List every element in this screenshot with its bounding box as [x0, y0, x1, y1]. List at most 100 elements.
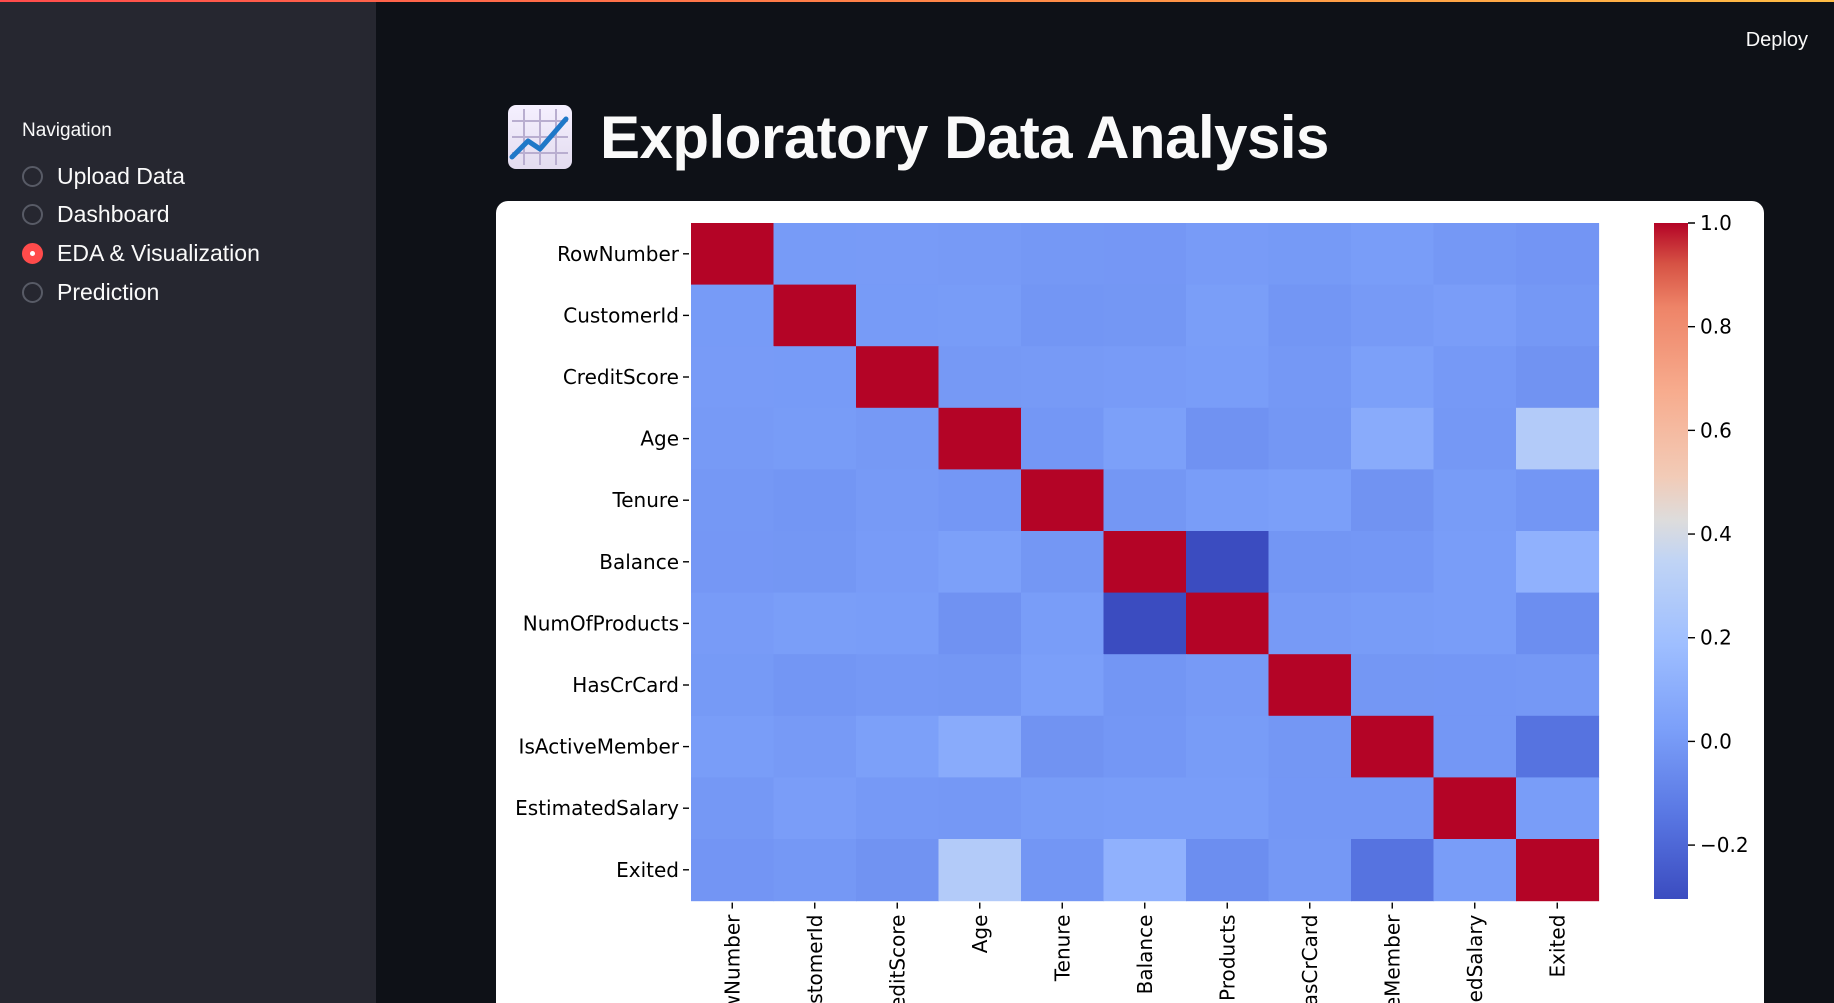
nav-radio-prediction[interactable]: Prediction [22, 277, 159, 307]
colorbar-tick-label: 0.6 [1700, 418, 1732, 442]
row-label: CustomerId [563, 303, 679, 327]
radio-circle-icon[interactable] [22, 165, 43, 187]
heatmap-cell [773, 531, 857, 594]
heatmap-cell [1186, 223, 1270, 286]
row-label: Exited [616, 858, 679, 882]
heatmap-cell [1268, 531, 1352, 594]
colorbar [1654, 223, 1688, 899]
heatmap-cell [1351, 284, 1435, 347]
nav-radio-upload-data[interactable]: Upload Data [22, 161, 185, 191]
column-labels: wNumber stomerId editScore Age Tenure Balance… [720, 902, 1569, 1003]
heatmap-cell [1516, 407, 1600, 470]
heatmap-cell [773, 284, 857, 347]
heatmap-cell [1103, 839, 1187, 902]
heatmap-cell [1516, 531, 1600, 594]
top-decoration-bar [0, 0, 1834, 2]
heatmap-cell [1516, 469, 1600, 532]
heatmap-cell [691, 654, 775, 717]
heatmap-cell [856, 469, 940, 532]
heatmap-cell [1021, 715, 1105, 778]
colorbar-ticks: 1.0 0.8 0.6 0.4 0.2 0.0 −0.2 [1688, 211, 1749, 857]
heatmap-cell [691, 839, 775, 902]
heatmap-cell [1103, 223, 1187, 286]
heatmap-cell [938, 531, 1022, 594]
row-label: EstimatedSalary [515, 796, 679, 820]
heatmap-cell [773, 223, 857, 286]
heatmap-cell [1516, 839, 1600, 902]
row-labels: RowNumber CustomerId CreditScore Age Tenure B… [515, 242, 689, 882]
heatmap-cell [1268, 654, 1352, 717]
heatmap-cell [1103, 654, 1187, 717]
heatmap-cell [1021, 777, 1105, 840]
heatmap-cell [856, 654, 940, 717]
heatmap-cell [1351, 654, 1435, 717]
heatmap-cell [691, 223, 775, 286]
heatmap-cell [1433, 592, 1517, 655]
heatmap-cell [1103, 592, 1187, 655]
page-title: Exploratory Data Analysis [600, 103, 1329, 171]
row-label: NumOfProducts [523, 611, 679, 635]
heatmap-cell [1268, 346, 1352, 409]
heatmap-cell [1268, 592, 1352, 655]
nav-radio-dashboard[interactable]: Dashboard [22, 199, 170, 229]
heatmap-cell [1351, 715, 1435, 778]
column-label: eMember [1380, 914, 1404, 1003]
heatmap-cell [1186, 777, 1270, 840]
heatmap-cell [856, 223, 940, 286]
heatmap-cell [938, 284, 1022, 347]
heatmap-cell [1186, 654, 1270, 717]
heatmap-cell [938, 223, 1022, 286]
heatmap-cell [856, 346, 940, 409]
heatmap-cell [1103, 531, 1187, 594]
heatmap-cell [1021, 654, 1105, 717]
heatmap-cell [1268, 284, 1352, 347]
heatmap-cell [938, 654, 1022, 717]
colorbar-tick-label: 1.0 [1700, 211, 1732, 235]
column-label: Balance [1133, 915, 1157, 995]
heatmap-cell [773, 715, 857, 778]
heatmap-cell [1268, 839, 1352, 902]
heatmap-cell [1351, 531, 1435, 594]
heatmap-cell [691, 469, 775, 532]
heatmap-cell [938, 777, 1022, 840]
heatmap-cell [1268, 777, 1352, 840]
heatmap-cell [773, 654, 857, 717]
heatmap-cell [1186, 469, 1270, 532]
heatmap-cell [1268, 407, 1352, 470]
row-label: RowNumber [557, 242, 680, 266]
heatmap-cell [1516, 592, 1600, 655]
heatmap-cell [773, 592, 857, 655]
heatmap-cell [773, 469, 857, 532]
heatmap-cell [1186, 346, 1270, 409]
heatmap-cell [1516, 715, 1600, 778]
row-label: HasCrCard [572, 673, 679, 697]
heatmap-cell [1021, 531, 1105, 594]
nav-radio-eda-visualization[interactable]: EDA & Visualization [22, 238, 260, 268]
navigation-heading: Navigation [22, 120, 112, 141]
heatmap-cell [1103, 715, 1187, 778]
row-label: Tenure [611, 488, 679, 512]
deploy-button[interactable]: Deploy [1740, 28, 1814, 53]
correlation-heatmap-card: RowNumber CustomerId CreditScore Age Tenure B… [496, 201, 1764, 1003]
heatmap-cell [1516, 223, 1600, 286]
row-label: IsActiveMember [519, 735, 680, 759]
radio-selected-icon[interactable] [22, 242, 43, 264]
heatmap-cell [1351, 346, 1435, 409]
heatmap-cell [1351, 592, 1435, 655]
heatmap-cells [691, 223, 1600, 902]
row-label: Age [640, 427, 679, 451]
column-label: editScore [885, 915, 909, 1003]
heatmap-cell [1516, 284, 1600, 347]
heatmap-cell [1103, 469, 1187, 532]
colorbar-tick-label: −0.2 [1700, 833, 1749, 857]
column-label: wNumber [720, 914, 744, 1003]
radio-circle-icon[interactable] [22, 281, 43, 303]
radio-circle-icon[interactable] [22, 203, 43, 225]
nav-radio-label: Prediction [57, 278, 160, 305]
heatmap-cell [691, 531, 775, 594]
heatmap-cell [1186, 592, 1270, 655]
page-header: Exploratory Data Analysis [508, 102, 1329, 172]
heatmap-cell [773, 839, 857, 902]
heatmap-cell [1433, 469, 1517, 532]
heatmap-cell [1516, 346, 1600, 409]
